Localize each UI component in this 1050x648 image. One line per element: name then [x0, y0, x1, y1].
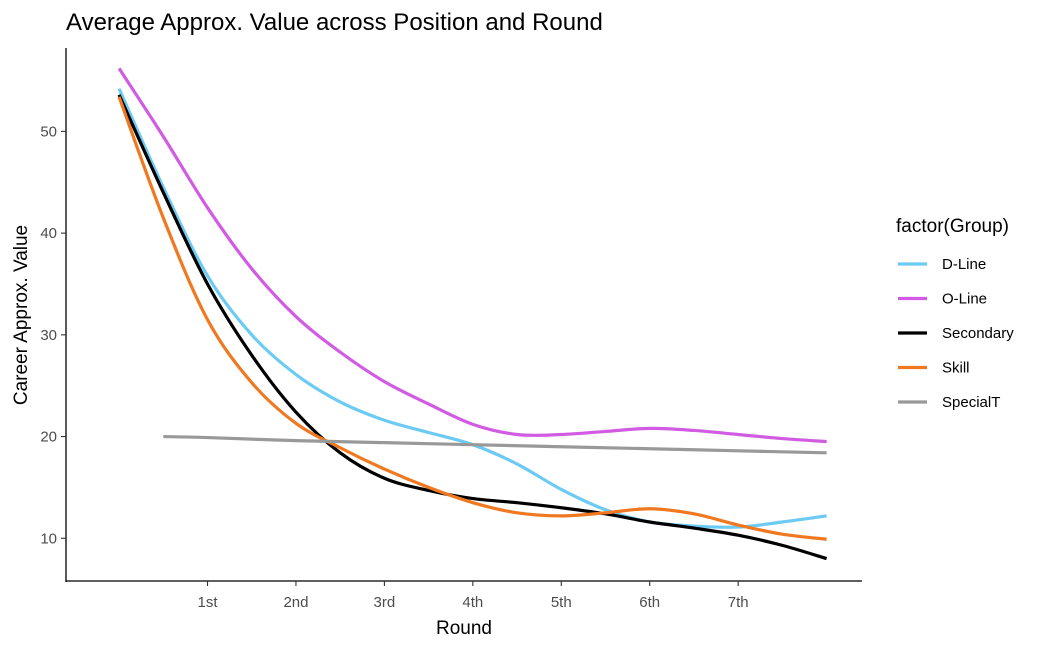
legend-label-skill: Skill [942, 360, 970, 377]
x-tick-label: 4th [462, 594, 483, 611]
series-line-secondary [117, 94, 828, 561]
legend-label-d-line: D-Line [942, 256, 986, 273]
legend-title: factor(Group) [896, 216, 1009, 237]
y-tick-label: 30 [40, 327, 57, 344]
legend-label-specialt: SpecialT [942, 394, 1000, 411]
x-tick-label: 5th [551, 594, 572, 611]
plot-area: 10 20 30 40 50 1st 2nd 3rd 4th 5th 6th 7th [40, 48, 862, 611]
series-line-d-line [117, 88, 827, 529]
legend-items: D-Line O-Line Secondary Skill SpecialT [898, 256, 1014, 411]
y-axis-title: Career Approx. Value [11, 225, 32, 405]
legend-label-secondary: Secondary [942, 325, 1014, 342]
legend-label-o-line: O-Line [942, 291, 987, 308]
x-tick-label: 2nd [283, 594, 308, 611]
x-axis-ticks: 1st 2nd 3rd 4th 5th 6th 7th [198, 581, 749, 611]
series-layer [117, 67, 828, 561]
legend: factor(Group) D-Line O-Line Secondary Skill… [896, 216, 1014, 411]
x-tick-label: 3rd [374, 594, 396, 611]
y-tick-label: 10 [40, 530, 57, 547]
y-axis-ticks: 10 20 30 40 50 [40, 123, 66, 547]
x-axis-title: Round [436, 618, 492, 639]
y-tick-label: 20 [40, 429, 57, 446]
x-tick-label: 1st [198, 594, 219, 611]
series-line-skill [117, 96, 827, 541]
x-tick-label: 7th [728, 594, 749, 611]
y-tick-label: 50 [40, 123, 57, 140]
chart-title: Average Approx. Value across Position an… [66, 9, 603, 36]
y-tick-label: 40 [40, 225, 57, 242]
series-line-o-line [117, 67, 827, 444]
series-line-specialt [163, 434, 827, 455]
x-tick-label: 6th [639, 594, 660, 611]
